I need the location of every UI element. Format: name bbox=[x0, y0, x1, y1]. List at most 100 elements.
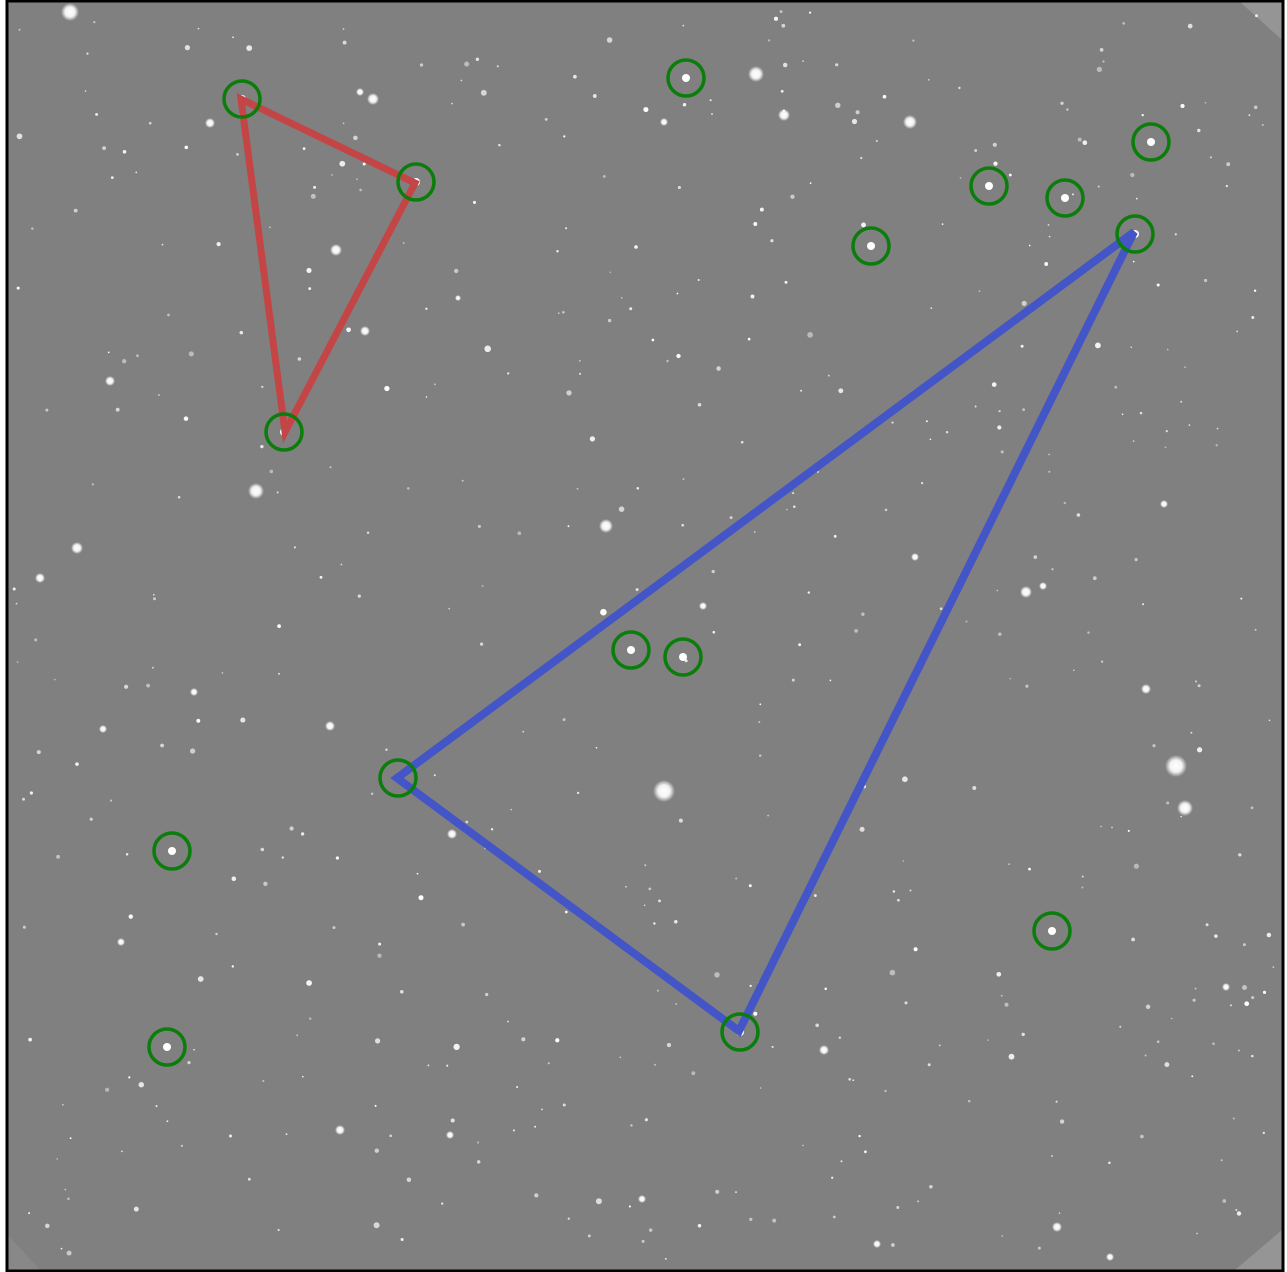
faint-star bbox=[45, 408, 49, 412]
faint-star bbox=[824, 987, 827, 991]
faint-star bbox=[628, 1205, 631, 1208]
faint-star bbox=[151, 666, 154, 669]
faint-star bbox=[1076, 513, 1081, 517]
faint-star bbox=[402, 242, 405, 244]
faint-star bbox=[854, 629, 858, 633]
faint-star bbox=[838, 1036, 842, 1039]
faint-star bbox=[625, 885, 627, 888]
faint-star bbox=[1102, 60, 1105, 63]
faint-star bbox=[362, 162, 366, 166]
star-marker-circle bbox=[720, 1012, 760, 1052]
faint-star bbox=[921, 482, 924, 485]
bright-star bbox=[1141, 684, 1151, 694]
faint-star bbox=[807, 332, 813, 338]
faint-star bbox=[28, 1212, 31, 1215]
faint-star bbox=[682, 478, 685, 481]
faint-star bbox=[829, 679, 832, 682]
faint-star bbox=[128, 1076, 131, 1079]
faint-star bbox=[184, 145, 189, 150]
faint-star bbox=[1009, 677, 1012, 680]
faint-star bbox=[359, 188, 362, 192]
faint-star bbox=[831, 1176, 834, 1179]
faint-star bbox=[1021, 300, 1027, 306]
faint-star bbox=[1197, 128, 1201, 133]
faint-star bbox=[712, 630, 716, 634]
faint-star bbox=[1197, 684, 1201, 688]
faint-star bbox=[278, 672, 280, 675]
faint-star bbox=[135, 171, 138, 174]
faint-star bbox=[1164, 1062, 1170, 1068]
faint-star bbox=[827, 374, 830, 377]
faint-star bbox=[1100, 660, 1104, 663]
faint-star bbox=[125, 853, 129, 856]
bright-star bbox=[117, 938, 125, 946]
faint-star bbox=[36, 750, 41, 755]
faint-star bbox=[1250, 806, 1254, 810]
faint-star bbox=[544, 118, 548, 121]
star-marker-circle bbox=[611, 630, 651, 670]
bright-star bbox=[748, 66, 764, 82]
faint-star bbox=[759, 754, 762, 757]
faint-star bbox=[232, 36, 234, 39]
faint-star bbox=[1008, 863, 1010, 865]
faint-star bbox=[122, 149, 127, 154]
faint-star bbox=[587, 1234, 591, 1238]
faint-star bbox=[95, 112, 99, 116]
faint-star bbox=[56, 1158, 59, 1160]
faint-star bbox=[595, 746, 598, 749]
faint-star bbox=[875, 139, 878, 143]
faint-star bbox=[619, 1056, 622, 1059]
bright-star bbox=[61, 3, 79, 21]
faint-star bbox=[656, 989, 659, 992]
faint-star bbox=[1133, 863, 1139, 869]
faint-star bbox=[1025, 684, 1029, 688]
faint-star bbox=[346, 327, 351, 333]
faint-star bbox=[285, 1133, 288, 1136]
faint-star bbox=[308, 1017, 312, 1020]
faint-star bbox=[89, 817, 93, 821]
faint-star bbox=[261, 385, 264, 389]
faint-star bbox=[216, 242, 221, 247]
faint-star bbox=[1060, 101, 1064, 105]
faint-star bbox=[522, 730, 525, 733]
faint-star bbox=[189, 748, 196, 754]
faint-star bbox=[507, 372, 510, 375]
faint-star bbox=[1135, 197, 1138, 200]
faint-star bbox=[556, 249, 559, 253]
faint-star bbox=[555, 1038, 560, 1043]
faint-star bbox=[1216, 427, 1219, 430]
bright-star bbox=[335, 1125, 345, 1135]
faint-star bbox=[562, 718, 566, 722]
faint-star bbox=[759, 1087, 762, 1089]
faint-star bbox=[547, 1062, 550, 1065]
faint-star bbox=[161, 243, 164, 246]
faint-star bbox=[860, 156, 863, 160]
bright-star bbox=[325, 721, 335, 731]
faint-star bbox=[16, 661, 19, 663]
faint-star bbox=[567, 525, 570, 528]
faint-star bbox=[959, 177, 962, 179]
faint-star bbox=[697, 279, 700, 281]
faint-star bbox=[1087, 631, 1090, 634]
faint-star bbox=[1134, 558, 1138, 562]
faint-star bbox=[781, 23, 786, 28]
faint-star bbox=[1132, 260, 1135, 263]
faint-star bbox=[84, 90, 87, 92]
faint-star bbox=[366, 531, 370, 535]
faint-star bbox=[93, 21, 96, 24]
faint-star bbox=[1261, 124, 1264, 126]
faint-star bbox=[1130, 172, 1135, 178]
faint-star bbox=[1253, 105, 1258, 110]
bright-star bbox=[1039, 582, 1047, 590]
bright-star bbox=[599, 519, 613, 533]
faint-star bbox=[675, 1003, 678, 1006]
star-marker-circle bbox=[666, 58, 706, 98]
faint-star bbox=[340, 563, 343, 566]
faint-star bbox=[1242, 985, 1247, 990]
faint-star bbox=[798, 643, 801, 647]
faint-star bbox=[480, 642, 484, 646]
faint-star bbox=[1255, 14, 1258, 18]
faint-star bbox=[1165, 429, 1168, 433]
faint-star bbox=[589, 436, 596, 442]
faint-star bbox=[884, 508, 888, 512]
